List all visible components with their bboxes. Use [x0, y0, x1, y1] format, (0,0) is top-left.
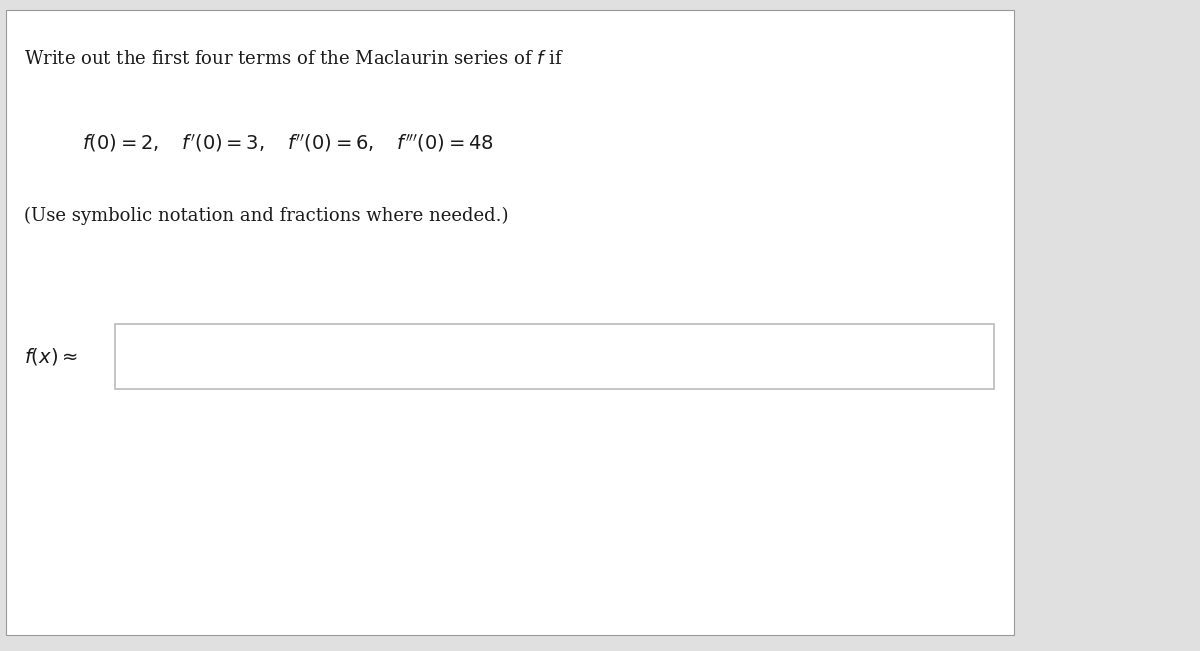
- FancyBboxPatch shape: [6, 10, 1014, 635]
- Text: $f(0) = 2, \quad f'(0) = 3, \quad f''(0) = 6, \quad f'''(0) = 48$: $f(0) = 2, \quad f'(0) = 3, \quad f''(0)…: [82, 132, 493, 154]
- Text: Write out the first four terms of the Maclaurin series of $f$ if: Write out the first four terms of the Ma…: [24, 50, 564, 68]
- Text: $f(x) \approx$: $f(x) \approx$: [24, 346, 78, 367]
- FancyBboxPatch shape: [115, 324, 994, 389]
- Text: (Use symbolic notation and fractions where needed.): (Use symbolic notation and fractions whe…: [24, 206, 509, 225]
